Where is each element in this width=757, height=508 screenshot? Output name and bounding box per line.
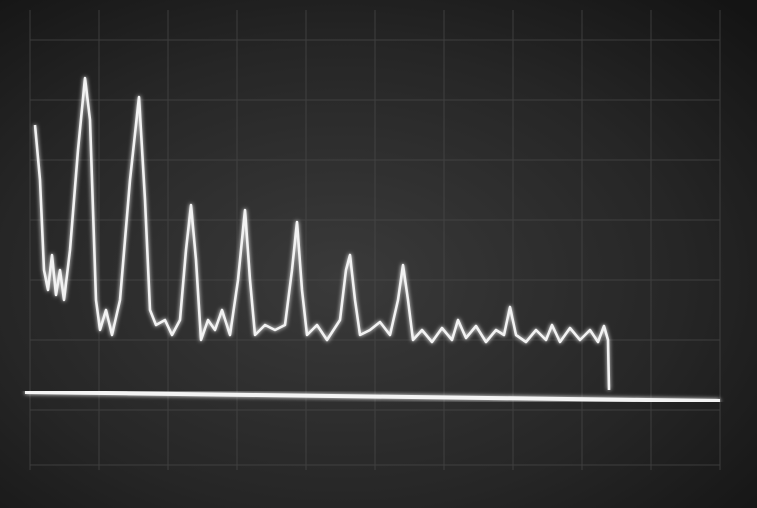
screen-background [0, 0, 757, 508]
page [0, 0, 757, 508]
oscilloscope-photo [0, 0, 757, 508]
